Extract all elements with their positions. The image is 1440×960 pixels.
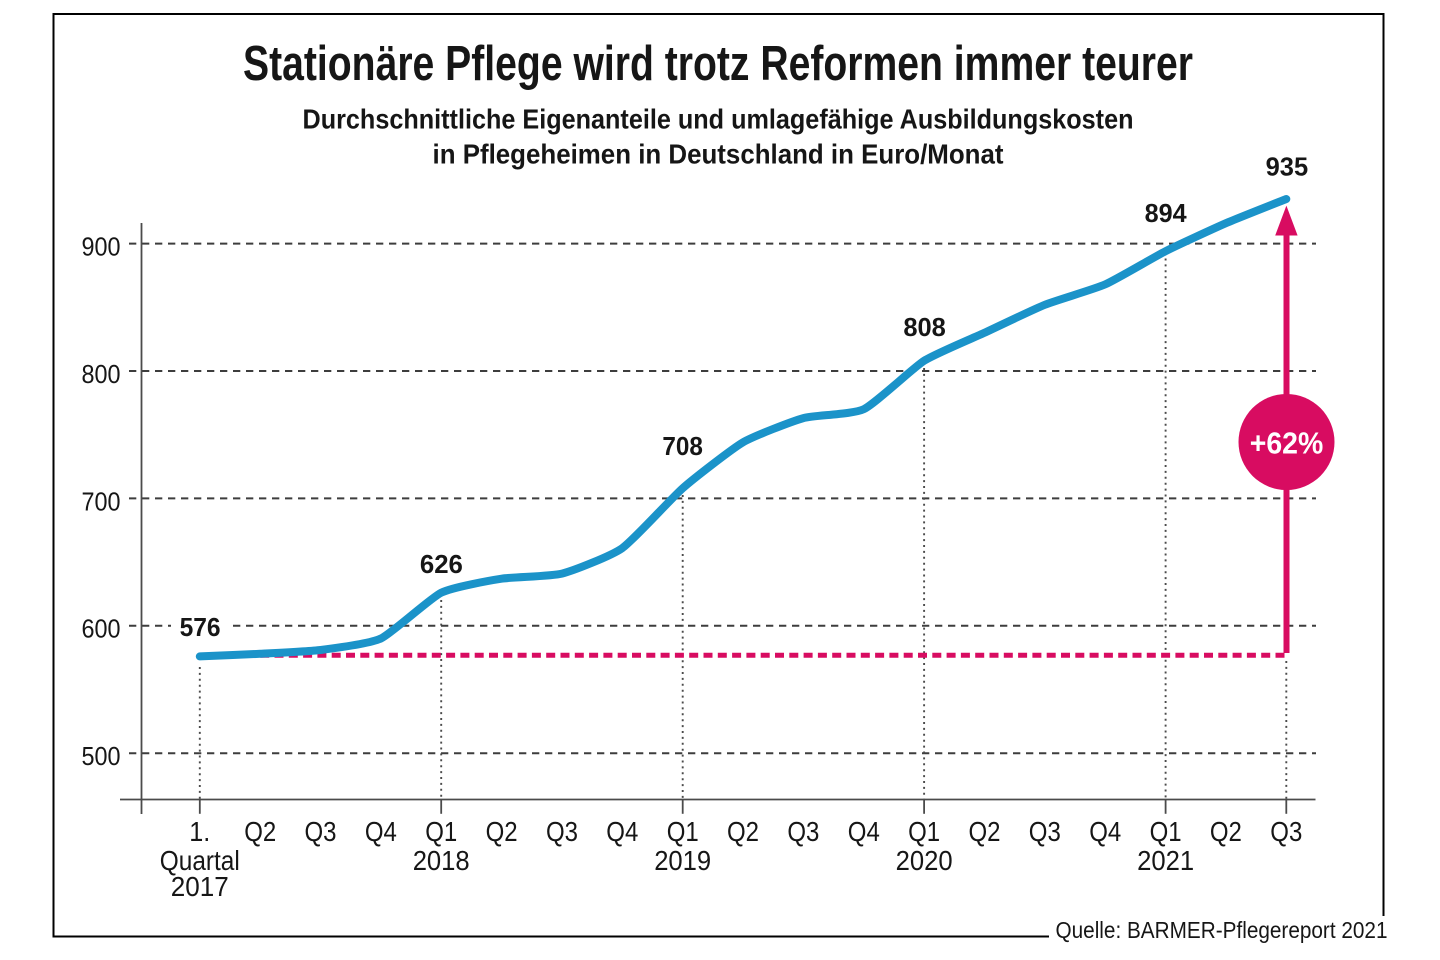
svg-text:935: 935: [1266, 152, 1309, 182]
svg-text:Q2: Q2: [969, 816, 1001, 847]
svg-text:2017: 2017: [171, 871, 229, 902]
svg-text:Q3: Q3: [787, 816, 819, 847]
svg-text:2019: 2019: [654, 845, 711, 876]
svg-text:Q2: Q2: [244, 816, 276, 847]
svg-text:Q2: Q2: [486, 816, 518, 847]
svg-text:894: 894: [1145, 198, 1188, 228]
svg-text:Q2: Q2: [1210, 816, 1242, 847]
svg-text:708: 708: [662, 431, 703, 461]
svg-text:Q2: Q2: [727, 816, 759, 847]
svg-text:2018: 2018: [413, 845, 470, 876]
svg-text:Q3: Q3: [1029, 816, 1061, 847]
svg-text:Q4: Q4: [606, 816, 638, 847]
svg-text:600: 600: [82, 614, 121, 644]
svg-text:Q1: Q1: [667, 816, 699, 847]
svg-text:Q1: Q1: [425, 816, 457, 847]
svg-text:2021: 2021: [1137, 845, 1194, 876]
svg-text:Q3: Q3: [1270, 816, 1302, 847]
svg-text:Q3: Q3: [546, 816, 578, 847]
svg-text:576: 576: [180, 612, 221, 642]
svg-text:800: 800: [82, 359, 121, 389]
svg-text:Stationäre Pflege wird trotz R: Stationäre Pflege wird trotz Reformen im…: [243, 37, 1193, 91]
svg-text:Q3: Q3: [305, 816, 337, 847]
svg-text:Quelle: BARMER-Pflegereport 20: Quelle: BARMER-Pflegereport 2021: [1056, 917, 1388, 943]
svg-text:+62%: +62%: [1250, 425, 1324, 460]
svg-text:900: 900: [82, 232, 121, 262]
svg-text:700: 700: [82, 486, 121, 516]
svg-text:1.: 1.: [189, 816, 210, 847]
svg-text:Q1: Q1: [908, 816, 940, 847]
svg-text:Q4: Q4: [365, 816, 397, 847]
svg-text:Quartal: Quartal: [160, 845, 240, 876]
svg-text:500: 500: [82, 741, 121, 771]
svg-text:808: 808: [903, 312, 946, 342]
svg-text:Q4: Q4: [848, 816, 880, 847]
svg-text:in Pflegeheimen in Deutschland: in Pflegeheimen in Deutschland in Euro/M…: [433, 138, 1004, 169]
svg-text:2020: 2020: [896, 845, 953, 876]
svg-text:Q1: Q1: [1150, 816, 1182, 847]
svg-text:Durchschnittliche Eigenanteile: Durchschnittliche Eigenanteile und umlag…: [303, 104, 1134, 135]
svg-text:626: 626: [420, 549, 463, 579]
svg-text:Q4: Q4: [1089, 816, 1121, 847]
